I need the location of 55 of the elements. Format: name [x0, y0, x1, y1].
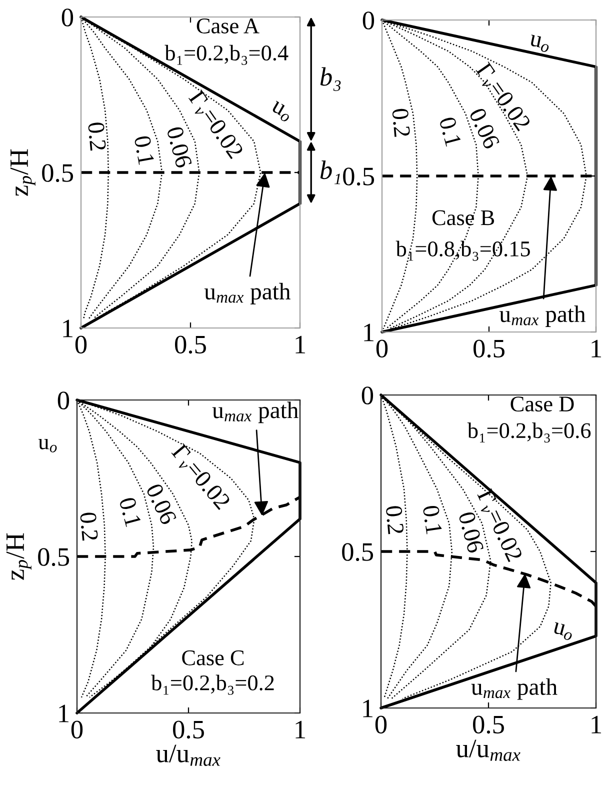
text: u$_{o}$ [528, 34, 550, 53]
annotation: u$_{max}$ path [471, 678, 558, 700]
text: u$_{o}$ [269, 100, 294, 123]
y-axis-title: z$_{p}$/H [6, 533, 32, 580]
y-tick-label: 1 [364, 324, 374, 342]
x-tick-label: 0.5 [474, 340, 504, 358]
text: 0.1 [134, 135, 155, 165]
y-tick-label: 0 [362, 12, 374, 30]
x-tick-label: 0 [75, 336, 87, 354]
annotation: b₁=0.2,b₃=0.6 [467, 422, 591, 442]
y-tick-label: 0 [362, 386, 374, 404]
text: 0.2 [392, 108, 410, 137]
y-tick-label: 0 [58, 392, 70, 410]
text: 0.06 [458, 511, 484, 554]
y-tick-label: 0.5 [38, 548, 70, 566]
text: u$_{o}$ [552, 622, 574, 641]
y-tick-label: 0 [62, 8, 74, 26]
text: 0.1 [118, 496, 142, 528]
y-tick-label: 1 [59, 704, 68, 722]
y-tick-label: 0.5 [343, 168, 374, 186]
y-tick-label: 0.5 [342, 543, 374, 562]
annotation: b₁=0.2,b₃=0.4 [164, 44, 288, 65]
text: 0.2 [80, 512, 98, 541]
x-tick-label: 0.5 [175, 336, 206, 354]
annotation: Case B [432, 210, 494, 226]
text: u$_{o}$ [38, 438, 57, 452]
x-tick-label: 1 [296, 720, 306, 738]
annotation: b₁=0.2,b₃=0.2 [151, 674, 274, 695]
annotation: Case D [510, 396, 574, 412]
annotation: u$_{max}$ path [204, 282, 290, 304]
x-tick-label: 0 [376, 340, 388, 358]
x-axis-title: u/u$_{max}$ [456, 740, 520, 761]
text: 0.2 [88, 122, 106, 151]
annotation: Case A [196, 18, 260, 34]
x-tick-label: 0.5 [473, 716, 504, 734]
x-tick-label: 0 [375, 716, 387, 734]
text: 0.2 [386, 506, 404, 534]
x-tick-label: 0.5 [173, 720, 204, 739]
annotation: u$_{max}$ path [212, 402, 298, 424]
text: 0.1 [438, 116, 462, 147]
y-axis-title: z$_{p}$/H [10, 149, 36, 196]
text: 0.1 [422, 505, 442, 534]
y-tick-label: 1 [63, 320, 72, 338]
annotation: b₁=0.8,b₃=0.15 [396, 240, 530, 261]
annotation: Case C [182, 650, 244, 666]
annotation: u$_{max}$ path [499, 306, 586, 327]
annotation: b₁ [320, 160, 340, 184]
text: 0.06 [166, 126, 192, 168]
y-tick-label: 1 [363, 700, 372, 718]
x-tick-label: 1 [296, 336, 306, 354]
x-axis-title: u/u$_{max}$ [156, 744, 220, 766]
y-tick-label: 0.5 [42, 164, 74, 182]
x-tick-label: 1 [592, 340, 602, 358]
annotation: b₃ [320, 67, 341, 92]
x-tick-label: 1 [592, 716, 602, 734]
